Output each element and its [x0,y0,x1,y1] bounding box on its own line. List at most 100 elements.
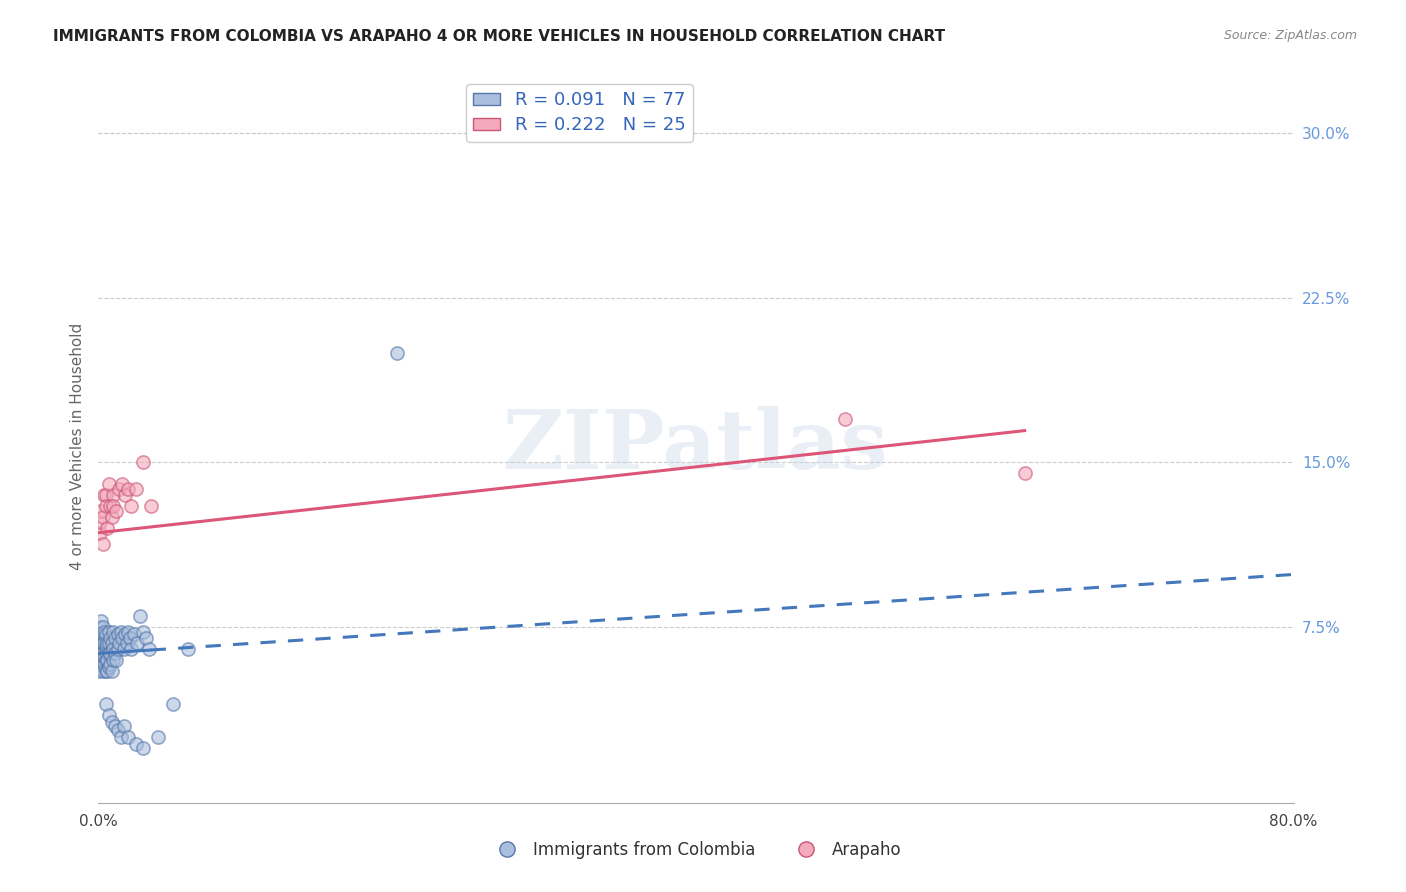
Point [91,620,114,634]
Point [120,642,142,657]
Point [124,626,146,640]
Point [125,482,148,496]
Point [89,648,111,663]
Point [117,624,139,639]
Point [94,638,117,652]
Point [98,500,122,514]
Text: Source: ZipAtlas.com: Source: ZipAtlas.com [1223,29,1357,42]
Point [90,626,112,640]
Point [90,614,112,628]
Point [114,488,136,502]
Point [115,635,138,649]
Point [135,631,157,645]
Point [94,647,117,661]
Y-axis label: 4 or more Vehicles in Household: 4 or more Vehicles in Household [69,322,84,570]
Point [127,635,149,649]
Point [112,642,135,657]
Point [112,719,135,733]
Point [91,647,114,661]
Point [108,635,131,649]
Point [111,477,134,491]
Point [91,510,114,524]
Point [93,648,115,663]
Point [93,488,115,502]
Point [96,653,118,667]
Point [103,653,125,667]
Legend: Immigrants from Colombia, Arapaho: Immigrants from Colombia, Arapaho [484,835,908,866]
Point [97,659,120,673]
Point [98,647,122,661]
Point [98,631,122,645]
Point [162,697,184,711]
Point [132,740,155,755]
Point [110,624,132,639]
Point [118,631,141,645]
Point [97,708,120,723]
Point [114,626,136,640]
Point [103,642,125,657]
Point [117,482,139,496]
Point [90,635,112,649]
Point [120,500,142,514]
Point [104,719,127,733]
Point [97,624,120,639]
Point [93,624,115,639]
Point [1014,467,1036,481]
Point [90,653,112,667]
Point [101,510,124,524]
Point [91,653,114,667]
Point [96,635,118,649]
Point [103,624,125,639]
Point [94,488,117,502]
Point [94,500,117,514]
Point [834,411,856,425]
Point [94,664,117,678]
Point [98,657,122,672]
Point [90,642,112,657]
Point [108,482,131,496]
Point [111,631,134,645]
Point [385,345,409,359]
Point [139,500,162,514]
Point [89,664,111,678]
Point [89,647,111,661]
Point [107,626,129,640]
Point [94,626,117,640]
Point [94,697,117,711]
Point [97,635,120,649]
Point [129,609,152,624]
Point [93,657,115,672]
Point [93,635,115,649]
Point [105,653,128,667]
Text: IMMIGRANTS FROM COLOMBIA VS ARAPAHO 4 OR MORE VEHICLES IN HOUSEHOLD CORRELATION : IMMIGRANTS FROM COLOMBIA VS ARAPAHO 4 OR… [53,29,946,44]
Point [117,730,139,744]
Point [89,515,111,529]
Point [90,504,112,518]
Point [91,635,114,649]
Point [90,642,112,657]
Point [125,737,148,751]
Point [132,624,155,639]
Point [104,647,127,661]
Point [101,714,124,729]
Point [110,730,132,744]
Point [148,730,170,744]
Point [177,642,200,657]
Point [89,626,111,640]
Point [104,631,127,645]
Point [91,626,114,640]
Point [89,657,111,672]
Point [101,635,124,649]
Point [97,477,120,491]
Point [105,504,128,518]
Point [97,647,120,661]
Text: ZIPatlas: ZIPatlas [503,406,889,486]
Point [138,642,160,657]
Point [91,537,114,551]
Point [89,525,111,540]
Point [89,635,111,649]
Point [91,664,114,678]
Point [103,488,125,502]
Point [107,642,129,657]
Point [96,664,118,678]
